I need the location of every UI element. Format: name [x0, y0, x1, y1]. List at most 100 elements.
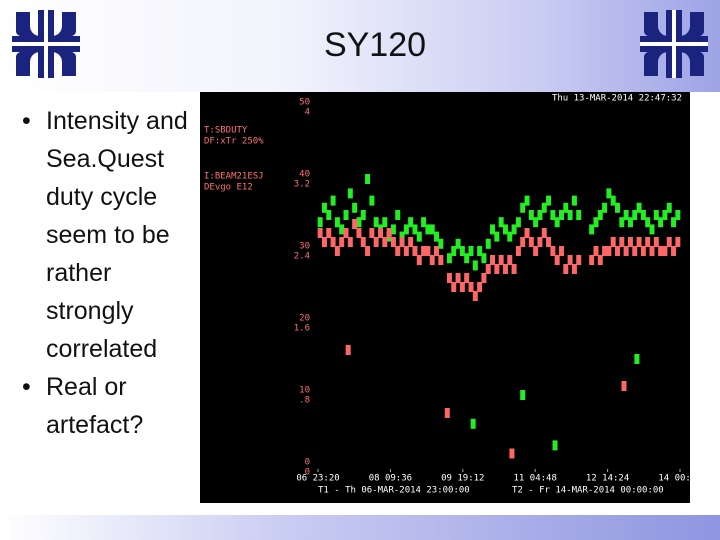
- point: [658, 246, 664, 256]
- point: [636, 237, 642, 247]
- point: [615, 202, 621, 213]
- point: [520, 202, 526, 213]
- point: [345, 345, 351, 355]
- annotation: I:BEAM21ESJ: [204, 172, 264, 182]
- point: [541, 202, 547, 213]
- point: [369, 228, 375, 238]
- y-tick-label: 30: [299, 242, 310, 252]
- point: [421, 246, 427, 256]
- y2-tick-label: .8: [299, 396, 310, 406]
- point: [412, 224, 418, 235]
- point: [502, 224, 508, 235]
- plot-background: [200, 92, 690, 503]
- annotation: DEvgo E12: [204, 183, 253, 193]
- point: [649, 224, 655, 235]
- point: [470, 418, 476, 429]
- point: [472, 291, 478, 301]
- header-band: [0, 0, 720, 92]
- point: [515, 217, 521, 228]
- point: [438, 238, 444, 249]
- point: [468, 246, 474, 256]
- point: [360, 237, 366, 247]
- annotation: DF:xTr 250%: [204, 137, 264, 147]
- point: [634, 354, 640, 364]
- x-tick-label: 09 19:12: [441, 474, 484, 484]
- point: [459, 246, 465, 256]
- logo: [640, 10, 708, 78]
- point: [321, 202, 327, 213]
- point: [356, 228, 362, 238]
- x-tick-label: 08 09:36: [369, 474, 412, 484]
- point: [537, 210, 543, 220]
- point: [390, 237, 396, 247]
- point: [627, 237, 633, 247]
- point: [610, 237, 616, 247]
- point: [528, 210, 534, 220]
- point: [653, 237, 659, 247]
- point: [326, 228, 332, 238]
- point: [481, 273, 487, 283]
- point: [524, 195, 530, 206]
- point: [408, 237, 414, 247]
- point: [640, 210, 646, 220]
- point: [576, 255, 582, 265]
- point: [455, 238, 461, 249]
- point: [330, 195, 336, 206]
- point: [425, 224, 431, 235]
- point: [464, 253, 470, 264]
- point: [446, 273, 452, 283]
- y-tick-label: 40: [299, 170, 310, 180]
- point: [623, 246, 629, 256]
- y-tick-label: 50: [299, 98, 310, 108]
- point: [602, 246, 608, 256]
- point: [326, 210, 332, 220]
- point: [558, 210, 564, 220]
- point: [615, 246, 621, 256]
- point: [653, 210, 659, 220]
- point: [593, 246, 599, 256]
- point: [645, 217, 651, 228]
- point: [347, 237, 353, 247]
- annotation: T2 - Fr 14-MAR-2014 00:00:00: [512, 486, 664, 496]
- point: [339, 224, 345, 235]
- y2-tick-label: 3.2: [294, 180, 310, 190]
- chart-title: Thu 13-MAR-2014 22:47:32: [552, 94, 682, 104]
- point: [481, 253, 487, 264]
- point: [632, 246, 638, 256]
- point: [619, 237, 625, 247]
- point: [558, 246, 564, 256]
- point: [662, 210, 668, 220]
- y2-tick-label: 2.4: [294, 252, 310, 262]
- point: [373, 237, 379, 247]
- point: [321, 237, 327, 247]
- point: [576, 210, 582, 220]
- point: [550, 246, 556, 256]
- point: [528, 237, 534, 247]
- x-tick-label: 11 04:48: [514, 474, 557, 484]
- point: [671, 246, 677, 256]
- point: [675, 237, 681, 247]
- point: [632, 210, 638, 220]
- point: [589, 224, 595, 235]
- y2-tick-label: 1.6: [294, 324, 310, 334]
- point: [403, 224, 409, 235]
- point: [386, 228, 392, 238]
- point: [623, 210, 629, 220]
- bullet-list: Intensity and Sea.Quest duty cycle seem …: [18, 102, 200, 444]
- point: [533, 217, 539, 228]
- point: [317, 217, 323, 228]
- point: [567, 210, 573, 220]
- point: [550, 210, 556, 220]
- point: [408, 217, 414, 228]
- point: [356, 217, 362, 228]
- point: [662, 246, 668, 256]
- point: [352, 202, 358, 213]
- point: [602, 202, 608, 213]
- point: [403, 246, 409, 256]
- y2-tick-label: 0: [305, 468, 310, 478]
- y-tick-label: 20: [299, 314, 310, 324]
- point: [606, 188, 612, 199]
- point: [444, 408, 450, 418]
- point: [507, 231, 513, 242]
- x-tick-label: 14 00:00: [658, 474, 690, 484]
